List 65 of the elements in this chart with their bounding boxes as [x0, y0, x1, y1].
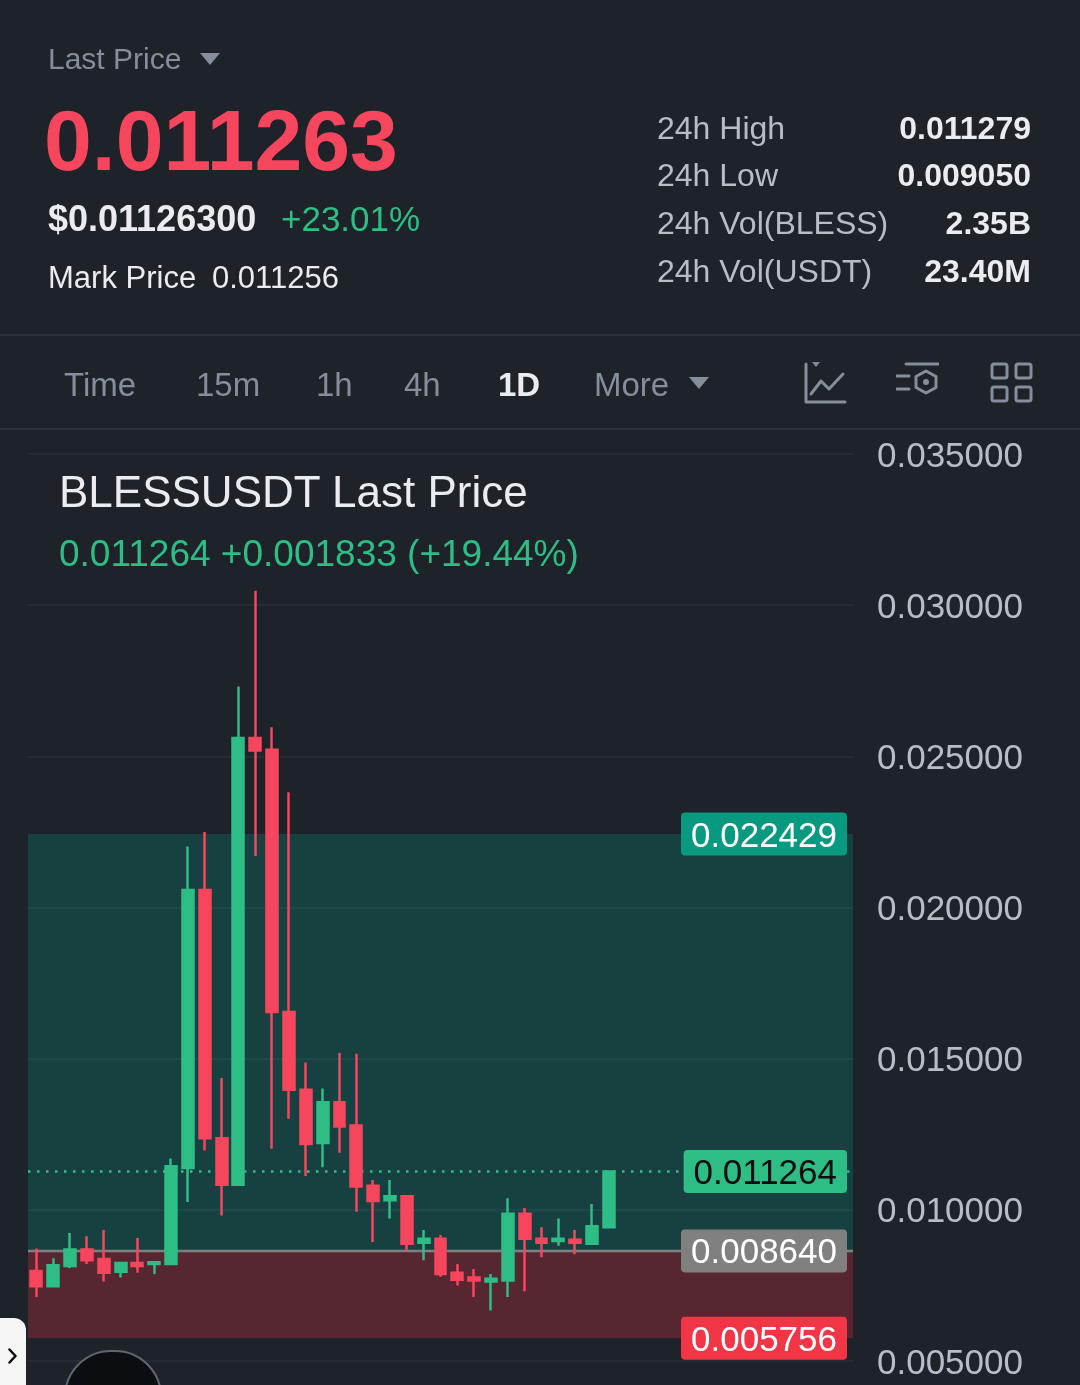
candlestick: [215, 1076, 229, 1217]
band-label: 0.005756: [691, 1318, 837, 1358]
chart-title: BLESSUSDT Last Price: [59, 466, 528, 516]
candlestick: [383, 1178, 397, 1220]
text: Mark Price: [48, 260, 197, 295]
text: 0.011279: [899, 110, 1031, 146]
text: More: [594, 366, 670, 403]
candlestick: [333, 1051, 346, 1154]
candlestick: [349, 1052, 363, 1213]
text: $0.01126300: [48, 198, 257, 239]
candlestick: [114, 1261, 128, 1279]
candlestick: [417, 1228, 431, 1262]
candlestick: [551, 1217, 565, 1248]
text: 0.009050: [897, 157, 1031, 193]
candlestick: [467, 1267, 481, 1299]
ref-line-label: 0.011264: [693, 1152, 837, 1192]
candlestick: [400, 1194, 414, 1253]
candlestick: [265, 726, 279, 1151]
candlestick: [147, 1259, 161, 1276]
ref-line-label: 0.008640: [691, 1231, 837, 1271]
text: Last Price: [48, 42, 182, 75]
text: 0.011264 +0.001833 (+19.44%): [59, 533, 579, 574]
text: 2.35B: [945, 205, 1031, 241]
candlestick: [568, 1228, 582, 1256]
text: 24h Vol(USDT): [657, 253, 873, 289]
candlestick: [80, 1234, 94, 1266]
y-tick-label: 0.015000: [877, 1039, 1023, 1079]
candlestick: [602, 1170, 616, 1229]
candlestick: [535, 1226, 548, 1259]
y-tick-label: 0.030000: [877, 585, 1023, 625]
candlestick: [484, 1272, 498, 1312]
candlestick: [97, 1228, 111, 1283]
candlestick: [29, 1247, 43, 1299]
candlestick: [198, 830, 212, 1152]
text: 24h Low: [657, 157, 778, 193]
text: +23.01%: [281, 199, 421, 238]
candlestick: [46, 1256, 60, 1289]
candlestick: [501, 1197, 515, 1299]
candlestick: [518, 1206, 532, 1293]
text: 15m: [196, 366, 261, 403]
text: 1h: [316, 366, 353, 403]
candlestick: [585, 1202, 599, 1245]
text: 0.011256: [212, 260, 339, 295]
candlestick: [282, 791, 296, 1121]
candlestick: [130, 1236, 144, 1274]
y-tick-label: 0.025000: [877, 736, 1023, 776]
y-tick-label: 0.010000: [877, 1190, 1023, 1230]
candlestick: [366, 1178, 380, 1244]
candlestick: [316, 1087, 330, 1169]
text: 4h: [404, 366, 441, 403]
band-label: 0.022429: [691, 814, 837, 854]
candlestick: [248, 589, 262, 858]
text: 24h High: [657, 110, 786, 146]
candlestick: [299, 1061, 313, 1178]
candlestick: [434, 1233, 447, 1278]
candlestick: [63, 1231, 77, 1270]
y-tick-label: 0.035000: [877, 434, 1023, 474]
text: 24h Vol(BLESS): [657, 205, 889, 241]
candlestick: [450, 1262, 464, 1287]
text: Time: [64, 366, 137, 403]
text: 1D: [498, 366, 541, 403]
text: 23.40M: [924, 253, 1031, 289]
text: 0.011263: [44, 92, 398, 188]
y-tick-label: 0.005000: [877, 1341, 1023, 1381]
y-tick-label: 0.020000: [877, 888, 1023, 927]
